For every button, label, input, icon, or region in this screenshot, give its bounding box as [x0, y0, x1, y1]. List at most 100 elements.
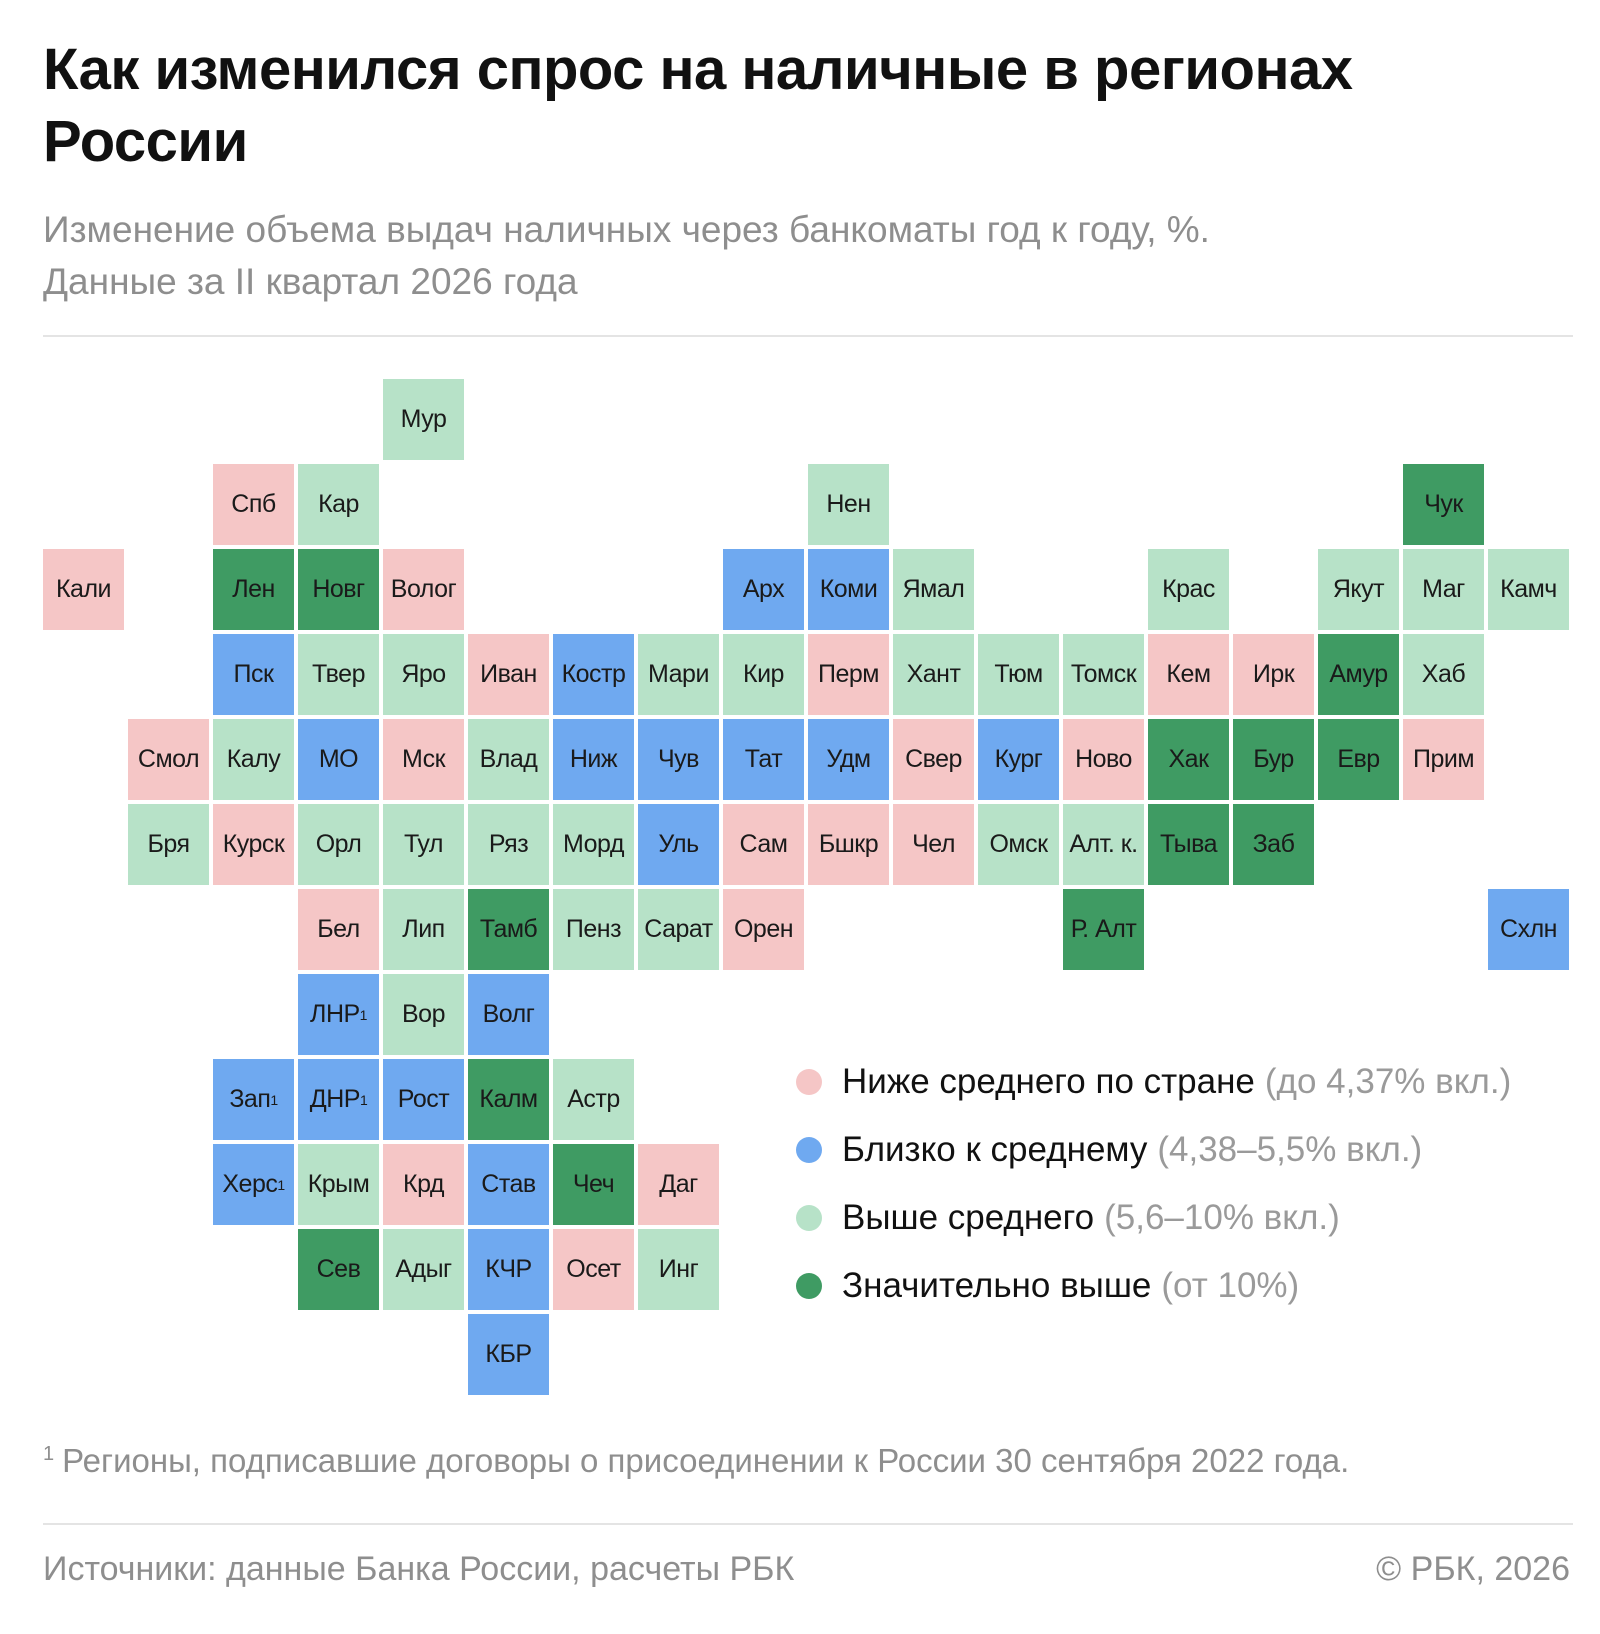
legend-label: Ниже среднего по стране: [842, 1062, 1255, 1101]
region-label: Чеч: [572, 1170, 615, 1198]
region-tile: Сарат: [638, 889, 719, 970]
region-label: Евр: [1337, 745, 1380, 773]
region-label: Схлн: [1500, 915, 1557, 943]
region-tile: Адыг: [383, 1229, 464, 1310]
region-label: Кург: [994, 745, 1043, 773]
region-label: Чув: [658, 745, 699, 773]
region-tile: Калу: [213, 719, 294, 800]
region-tile: Яро: [383, 634, 464, 715]
region-label: КЧР: [485, 1255, 532, 1283]
region-label: Вор: [402, 1000, 445, 1028]
region-label: Спб: [231, 490, 276, 518]
region-tile: Лип: [383, 889, 464, 970]
region-label: Хаб: [1421, 660, 1466, 688]
region-label: Иван: [480, 660, 537, 688]
legend-item-near: Близко к среднему (4,38–5,5% вкл.): [796, 1116, 1511, 1184]
region-tile: Ниж: [553, 719, 634, 800]
legend-label: Близко к среднему: [842, 1130, 1148, 1169]
region-tile: Омск: [978, 804, 1059, 885]
region-label: Кем: [1166, 660, 1211, 688]
region-label: Даг: [659, 1170, 698, 1198]
region-label: Камч: [1500, 575, 1557, 603]
region-label: Хак: [1168, 745, 1209, 773]
region-tile: КБР: [468, 1314, 549, 1395]
legend-item-below: Ниже среднего по стране (до 4,37% вкл.): [796, 1048, 1511, 1116]
region-label: Став: [481, 1170, 536, 1198]
region-tile: Ново: [1063, 719, 1144, 800]
region-label: Бшкр: [818, 830, 879, 858]
region-tile: Бря: [128, 804, 209, 885]
region-tile: Крд: [383, 1144, 464, 1225]
region-label: Ново: [1075, 745, 1132, 773]
region-tile: Прим: [1403, 719, 1484, 800]
region-tile: Алт. к.: [1063, 804, 1144, 885]
region-tile: Ряз: [468, 804, 549, 885]
region-tile: Спб: [213, 464, 294, 545]
region-tile: Кали: [43, 549, 124, 630]
region-tile: Осет: [553, 1229, 634, 1310]
subtitle-line-2: Данные за II квартал 2026 года: [43, 261, 578, 302]
region-tile: Томск: [1063, 634, 1144, 715]
region-label: Орен: [733, 915, 794, 943]
region-tile: Лен: [213, 549, 294, 630]
region-label: Перм: [818, 660, 879, 688]
region-tile: Маг: [1403, 549, 1484, 630]
region-tile: Амур: [1318, 634, 1399, 715]
top-divider: [43, 335, 1573, 337]
region-tile: Новг: [298, 549, 379, 630]
region-label: ДНР: [309, 1085, 361, 1113]
region-label: Р. Алт: [1070, 915, 1137, 943]
legend-range: (от 10%): [1161, 1266, 1300, 1305]
region-label: Удм: [826, 745, 871, 773]
subtitle: Изменение объема выдач наличных через ба…: [43, 204, 1563, 308]
region-label: Чел: [912, 830, 955, 858]
subtitle-line-1: Изменение объема выдач наличных через ба…: [43, 209, 1210, 250]
region-tile: Чеч: [553, 1144, 634, 1225]
region-tile: Вор: [383, 974, 464, 1055]
region-tile: Ямал: [893, 549, 974, 630]
region-tile: Астр: [553, 1059, 634, 1140]
region-label: Костр: [561, 660, 626, 688]
region-tile: Коми: [808, 549, 889, 630]
region-label: МО: [318, 745, 359, 773]
region-tile: Тамб: [468, 889, 549, 970]
region-label: Пск: [233, 660, 274, 688]
region-tile: ЛНР 1: [298, 974, 379, 1055]
region-tile: Уль: [638, 804, 719, 885]
legend-range: (4,38–5,5% вкл.): [1157, 1130, 1423, 1169]
legend-dot-well-above: [796, 1273, 822, 1299]
region-tile: Даг: [638, 1144, 719, 1225]
region-label: Ряз: [488, 830, 529, 858]
region-label: Хант: [906, 660, 961, 688]
region-label: Кар: [318, 490, 359, 518]
region-label: Лен: [232, 575, 275, 603]
region-tile: Нен: [808, 464, 889, 545]
region-label: Адыг: [395, 1255, 452, 1283]
legend-dot-below: [796, 1069, 822, 1095]
region-tile: Бшкр: [808, 804, 889, 885]
region-tile: Кир: [723, 634, 804, 715]
region-tile: Херс 1: [213, 1144, 294, 1225]
region-tile: Тыва: [1148, 804, 1229, 885]
region-label: Амур: [1329, 660, 1388, 688]
region-tile: Волг: [468, 974, 549, 1055]
legend-label: Выше среднего: [842, 1198, 1095, 1237]
region-label: Алт. к.: [1069, 830, 1138, 858]
legend: Ниже среднего по стране (до 4,37% вкл.) …: [796, 1048, 1511, 1320]
region-label: Крым: [307, 1170, 370, 1198]
region-tile: Зап 1: [213, 1059, 294, 1140]
region-tile: Тул: [383, 804, 464, 885]
region-tile: Калм: [468, 1059, 549, 1140]
region-label: ЛНР: [310, 1000, 360, 1028]
region-tile: Чел: [893, 804, 974, 885]
region-tile: Хаб: [1403, 634, 1484, 715]
region-tile: Пск: [213, 634, 294, 715]
legend-item-above: Выше среднего (5,6–10% вкл.): [796, 1184, 1511, 1252]
region-tile: ДНР 1: [298, 1059, 379, 1140]
region-label: Ниж: [569, 745, 618, 773]
region-tile: Р. Алт: [1063, 889, 1144, 970]
region-tile: Став: [468, 1144, 549, 1225]
region-tile: Кем: [1148, 634, 1229, 715]
region-label: Кир: [743, 660, 784, 688]
